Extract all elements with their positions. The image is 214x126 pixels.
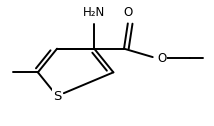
Text: O: O: [124, 6, 133, 19]
Text: S: S: [53, 89, 61, 103]
Text: O: O: [157, 52, 166, 65]
Text: H₂N: H₂N: [83, 6, 105, 19]
